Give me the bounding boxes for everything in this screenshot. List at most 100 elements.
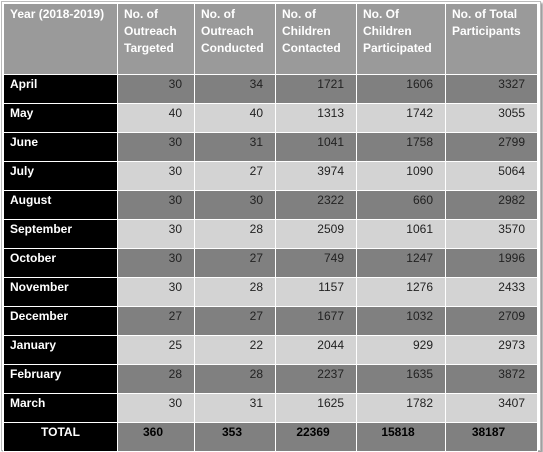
cell: 40 bbox=[194, 103, 276, 133]
cell: 34 bbox=[194, 74, 276, 104]
cell: 3974 bbox=[275, 161, 357, 191]
table-row: June 30 31 1041 1758 2799 bbox=[3, 132, 538, 162]
cell: 31 bbox=[194, 393, 276, 423]
cell: 1247 bbox=[356, 248, 446, 278]
cell: 1758 bbox=[356, 132, 446, 162]
cell: 2799 bbox=[445, 132, 538, 162]
cell: 1090 bbox=[356, 161, 446, 191]
cell: 27 bbox=[194, 248, 276, 278]
table-row: December 27 27 1677 1032 2709 bbox=[3, 306, 538, 336]
cell: 1061 bbox=[356, 219, 446, 249]
month-cell: January bbox=[3, 335, 118, 365]
table-row: November 30 28 1157 1276 2433 bbox=[3, 277, 538, 307]
cell: 30 bbox=[117, 190, 195, 220]
cell: 3055 bbox=[445, 103, 538, 133]
cell: 2044 bbox=[275, 335, 357, 365]
cell: 3570 bbox=[445, 219, 538, 249]
cell: 28 bbox=[194, 219, 276, 249]
header-cell: No. Of Children Participated bbox=[356, 3, 446, 75]
header-cell: No. of Total Participants bbox=[445, 3, 538, 75]
cell: 1782 bbox=[356, 393, 446, 423]
cell: 25 bbox=[117, 335, 195, 365]
cell: 1032 bbox=[356, 306, 446, 336]
total-cell: 38187 bbox=[445, 422, 538, 452]
cell: 2973 bbox=[445, 335, 538, 365]
cell: 28 bbox=[194, 277, 276, 307]
cell: 749 bbox=[275, 248, 357, 278]
table-row: July 30 27 3974 1090 5064 bbox=[3, 161, 538, 191]
cell: 5064 bbox=[445, 161, 538, 191]
table-row: January 25 22 2044 929 2973 bbox=[3, 335, 538, 365]
cell: 27 bbox=[194, 161, 276, 191]
cell: 28 bbox=[117, 364, 195, 394]
table-row: October 30 27 749 1247 1996 bbox=[3, 248, 538, 278]
cell: 31 bbox=[194, 132, 276, 162]
month-cell: September bbox=[3, 219, 118, 249]
cell: 2982 bbox=[445, 190, 538, 220]
cell: 22 bbox=[194, 335, 276, 365]
month-cell: October bbox=[3, 248, 118, 278]
header-cell: No. of Children Contacted bbox=[275, 3, 357, 75]
cell: 660 bbox=[356, 190, 446, 220]
cell: 30 bbox=[117, 132, 195, 162]
cell: 27 bbox=[194, 306, 276, 336]
cell: 1606 bbox=[356, 74, 446, 104]
month-cell: May bbox=[3, 103, 118, 133]
month-cell: February bbox=[3, 364, 118, 394]
cell: 30 bbox=[194, 190, 276, 220]
cell: 3872 bbox=[445, 364, 538, 394]
cell: 1677 bbox=[275, 306, 357, 336]
total-label: TOTAL bbox=[3, 422, 118, 452]
cell: 1313 bbox=[275, 103, 357, 133]
cell: 30 bbox=[117, 219, 195, 249]
cell: 2237 bbox=[275, 364, 357, 394]
cell: 1157 bbox=[275, 277, 357, 307]
month-cell: December bbox=[3, 306, 118, 336]
cell: 2509 bbox=[275, 219, 357, 249]
header-cell: No. of Outreach Conducted bbox=[194, 3, 276, 75]
cell: 28 bbox=[194, 364, 276, 394]
cell: 30 bbox=[117, 393, 195, 423]
cell: 1721 bbox=[275, 74, 357, 104]
cell: 2433 bbox=[445, 277, 538, 307]
header-cell: No. of Outreach Targeted bbox=[117, 3, 195, 75]
cell: 1996 bbox=[445, 248, 538, 278]
table-row: February 28 28 2237 1635 3872 bbox=[3, 364, 538, 394]
cell: 2709 bbox=[445, 306, 538, 336]
cell: 30 bbox=[117, 248, 195, 278]
cell: 30 bbox=[117, 161, 195, 191]
cell: 1635 bbox=[356, 364, 446, 394]
total-cell: 22369 bbox=[275, 422, 357, 452]
cell: 30 bbox=[117, 74, 195, 104]
total-row: TOTAL 360 353 22369 15818 38187 bbox=[3, 422, 538, 452]
cell: 30 bbox=[117, 277, 195, 307]
total-cell: 15818 bbox=[356, 422, 446, 452]
month-cell: March bbox=[3, 393, 118, 423]
table-row: May 40 40 1313 1742 3055 bbox=[3, 103, 538, 133]
table-row: March 30 31 1625 1782 3407 bbox=[3, 393, 538, 423]
cell: 929 bbox=[356, 335, 446, 365]
table-row: April 30 34 1721 1606 3327 bbox=[3, 74, 538, 104]
month-cell: August bbox=[3, 190, 118, 220]
header-cell: Year (2018-2019) bbox=[3, 3, 118, 75]
cell: 1625 bbox=[275, 393, 357, 423]
cell: 2322 bbox=[275, 190, 357, 220]
header-row: Year (2018-2019) No. of Outreach Targeted… bbox=[3, 3, 538, 75]
cell: 3327 bbox=[445, 74, 538, 104]
total-cell: 353 bbox=[194, 422, 276, 452]
table-row: August 30 30 2322 660 2982 bbox=[3, 190, 538, 220]
cell: 27 bbox=[117, 306, 195, 336]
cell: 1276 bbox=[356, 277, 446, 307]
month-cell: July bbox=[3, 161, 118, 191]
month-cell: April bbox=[3, 74, 118, 104]
cell: 40 bbox=[117, 103, 195, 133]
month-cell: November bbox=[3, 277, 118, 307]
cell: 3407 bbox=[445, 393, 538, 423]
cell: 1742 bbox=[356, 103, 446, 133]
month-cell: June bbox=[3, 132, 118, 162]
data-table: Year (2018-2019) No. of Outreach Targeted… bbox=[3, 3, 538, 452]
cell: 1041 bbox=[275, 132, 357, 162]
total-cell: 360 bbox=[117, 422, 195, 452]
table-body: April 30 34 1721 1606 3327 May 40 40 1313 1742 3055… bbox=[3, 74, 538, 452]
